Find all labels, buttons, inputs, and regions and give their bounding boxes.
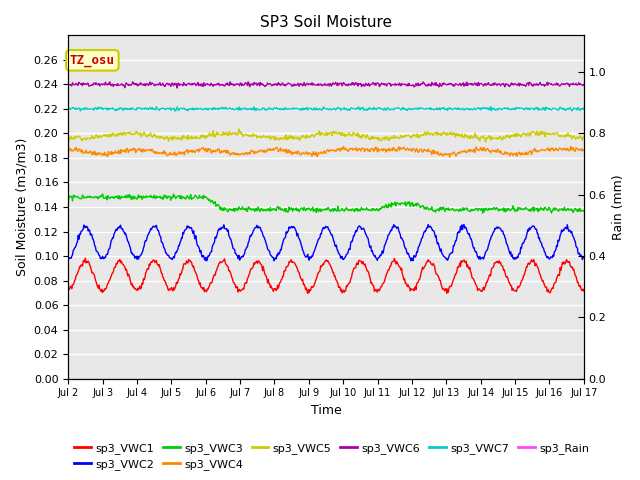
Y-axis label: Soil Moisture (m3/m3): Soil Moisture (m3/m3) [15,138,28,276]
Y-axis label: Rain (mm): Rain (mm) [612,174,625,240]
Text: TZ_osu: TZ_osu [70,54,115,67]
Legend: sp3_VWC1, sp3_VWC2, sp3_VWC3, sp3_VWC4, sp3_VWC5, sp3_VWC6, sp3_VWC7, sp3_Rain: sp3_VWC1, sp3_VWC2, sp3_VWC3, sp3_VWC4, … [70,438,594,474]
Title: SP3 Soil Moisture: SP3 Soil Moisture [260,15,392,30]
X-axis label: Time: Time [310,404,341,417]
